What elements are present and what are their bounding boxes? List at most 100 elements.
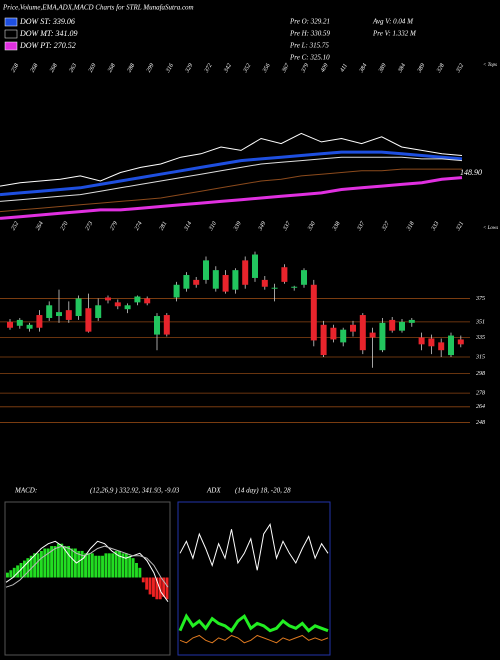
pivot-label: 384 xyxy=(357,62,368,74)
candle-body xyxy=(46,305,53,318)
lows-label: < Lows xyxy=(483,226,498,231)
histogram-bar xyxy=(70,548,74,578)
candle-body xyxy=(124,305,131,310)
pivot-label: 281 xyxy=(159,221,169,232)
pivot-label: 337 xyxy=(282,220,293,233)
histogram-bar xyxy=(131,558,135,578)
pivot-label: 318 xyxy=(406,221,416,233)
histogram-bar xyxy=(124,553,128,578)
pivot-label: 268 xyxy=(30,63,40,74)
candle-body xyxy=(408,319,415,323)
macd-title: MACD: xyxy=(14,487,37,495)
legend-swatch xyxy=(4,17,18,27)
pivot-label: 288 xyxy=(127,63,137,74)
histogram-bar xyxy=(97,555,101,578)
histogram-bar xyxy=(77,550,81,578)
histogram-bar xyxy=(152,577,155,597)
candle-body xyxy=(291,286,298,288)
histogram-bar xyxy=(94,555,98,578)
candle-body xyxy=(222,275,229,292)
histogram-bar xyxy=(135,563,138,578)
info-text: Pre V: 1.332 M xyxy=(372,30,417,38)
histogram-bar xyxy=(43,548,47,578)
pivot-label: 268 xyxy=(107,63,117,74)
adx-title: ADX xyxy=(206,487,221,495)
candle-body xyxy=(85,308,92,332)
pivot-label: 252 xyxy=(10,221,20,232)
candle-body xyxy=(448,335,454,356)
info-text: Pre L: 315.75 xyxy=(289,42,329,50)
adx-subtitle: (14 day) 18, -20, 28 xyxy=(235,487,291,495)
line xyxy=(0,150,463,197)
line xyxy=(0,168,462,213)
info-text: Avg V: 0.04 M xyxy=(372,18,414,26)
pivot-label: 337 xyxy=(356,220,367,233)
pivot-label: 338 xyxy=(331,221,341,233)
histogram-bar xyxy=(121,553,125,578)
candle-body xyxy=(144,298,151,304)
candle-body xyxy=(399,321,405,331)
candle-body xyxy=(36,315,43,328)
candle-body xyxy=(134,296,141,303)
histogram-bar xyxy=(29,555,33,578)
y-tick-label: 351 xyxy=(475,319,485,325)
pivot-label: 339 xyxy=(232,221,242,233)
histogram-bar xyxy=(165,577,169,600)
histogram-bar xyxy=(50,546,54,578)
y-tick-label: 298 xyxy=(476,371,485,377)
pivot-label: 263 xyxy=(69,63,79,74)
line xyxy=(0,176,463,220)
candle-body xyxy=(105,297,111,301)
histogram-bar xyxy=(162,577,166,597)
pivot-label: 333 xyxy=(430,221,440,233)
line xyxy=(0,156,463,202)
candle-body xyxy=(163,315,170,335)
candle-body xyxy=(95,305,102,318)
histogram-bar xyxy=(111,553,115,578)
histogram-bar xyxy=(138,567,142,578)
histogram-bar xyxy=(36,553,40,578)
candle-body xyxy=(369,332,376,338)
candle-body xyxy=(212,270,219,289)
candle-body xyxy=(330,327,337,340)
y-tick-label: 375 xyxy=(475,296,485,302)
histogram-bar xyxy=(84,553,87,578)
pivot-label: 258 xyxy=(10,63,20,74)
histogram-bar xyxy=(53,546,57,578)
last-label: 148.90 xyxy=(460,168,482,177)
histogram-bar xyxy=(118,550,121,578)
candle-body xyxy=(418,337,425,345)
candle-body xyxy=(261,279,268,287)
histogram-bar xyxy=(19,563,23,578)
histogram-bar xyxy=(26,558,30,578)
pivot-label: 264 xyxy=(34,220,45,231)
line xyxy=(5,545,169,588)
histogram-bar xyxy=(107,553,111,578)
pivot-label: 367 xyxy=(281,62,292,75)
pivot-label: 409 xyxy=(319,62,330,73)
pivot-label: 379 xyxy=(300,63,310,75)
histogram-bar xyxy=(87,553,91,578)
info-text: Pre C: 325.10 xyxy=(289,54,330,62)
histogram-bar xyxy=(104,553,108,578)
pivot-label: 328 xyxy=(436,63,446,75)
candle-body xyxy=(301,270,307,285)
histogram-bar xyxy=(56,543,60,578)
pivot-label: 342 xyxy=(222,62,233,74)
y-tick-label: 264 xyxy=(476,403,485,410)
histogram-bar xyxy=(114,550,118,578)
line xyxy=(178,613,329,633)
legend-swatch xyxy=(4,41,18,51)
pivot-label: 327 xyxy=(381,220,392,233)
adx-frame xyxy=(177,501,331,656)
candle-body xyxy=(457,339,464,345)
y-tick-label: 278 xyxy=(476,391,485,397)
histogram-bar xyxy=(46,548,50,578)
line xyxy=(5,540,169,602)
candle-body xyxy=(350,324,356,332)
histogram-bar xyxy=(67,546,71,578)
candle-body xyxy=(340,329,347,343)
histogram-bar xyxy=(16,565,20,578)
candle-body xyxy=(56,312,62,317)
